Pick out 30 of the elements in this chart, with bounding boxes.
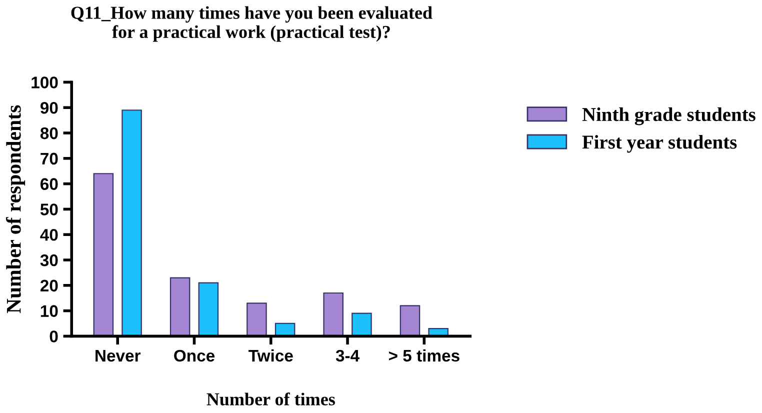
bar: [323, 292, 344, 336]
x-tick-label: Never: [96, 350, 141, 362]
bar: [198, 282, 219, 336]
bar: [274, 322, 296, 336]
x-tick-label: Once: [174, 350, 215, 362]
y-tick-label: 60: [40, 178, 58, 190]
bar: [122, 110, 142, 336]
x-axis-title: Number of times: [206, 392, 335, 406]
bar: [246, 302, 267, 336]
y-tick-label: 90: [40, 102, 58, 114]
bar: [352, 312, 372, 336]
y-tick-label: 100: [32, 76, 58, 88]
y-axis-title: Number of respondents: [6, 105, 26, 314]
y-tick-label: 0: [50, 330, 58, 342]
y-tick-label: 30: [40, 254, 58, 266]
x-tick-label: > 5 times: [388, 349, 460, 362]
bar: [400, 305, 420, 336]
y-tick-label: 80: [40, 127, 58, 140]
x-tick-label: Twice: [248, 349, 293, 362]
legend-label: Ninth grade students: [582, 107, 756, 126]
y-tick-label: 20: [40, 280, 58, 292]
bar: [93, 173, 114, 336]
y-tick-label: 10: [40, 305, 58, 317]
y-tick-label: 50: [40, 204, 58, 216]
bar: [170, 277, 190, 336]
y-tick-label: 40: [40, 228, 58, 241]
legend-label: First year students: [582, 135, 737, 153]
x-tick-label: 3-4: [336, 350, 360, 362]
chart-title: Q11_How many times have you been evaluated for a practical work (practical test)?: [71, 6, 432, 42]
y-tick-label: 70: [40, 152, 58, 165]
